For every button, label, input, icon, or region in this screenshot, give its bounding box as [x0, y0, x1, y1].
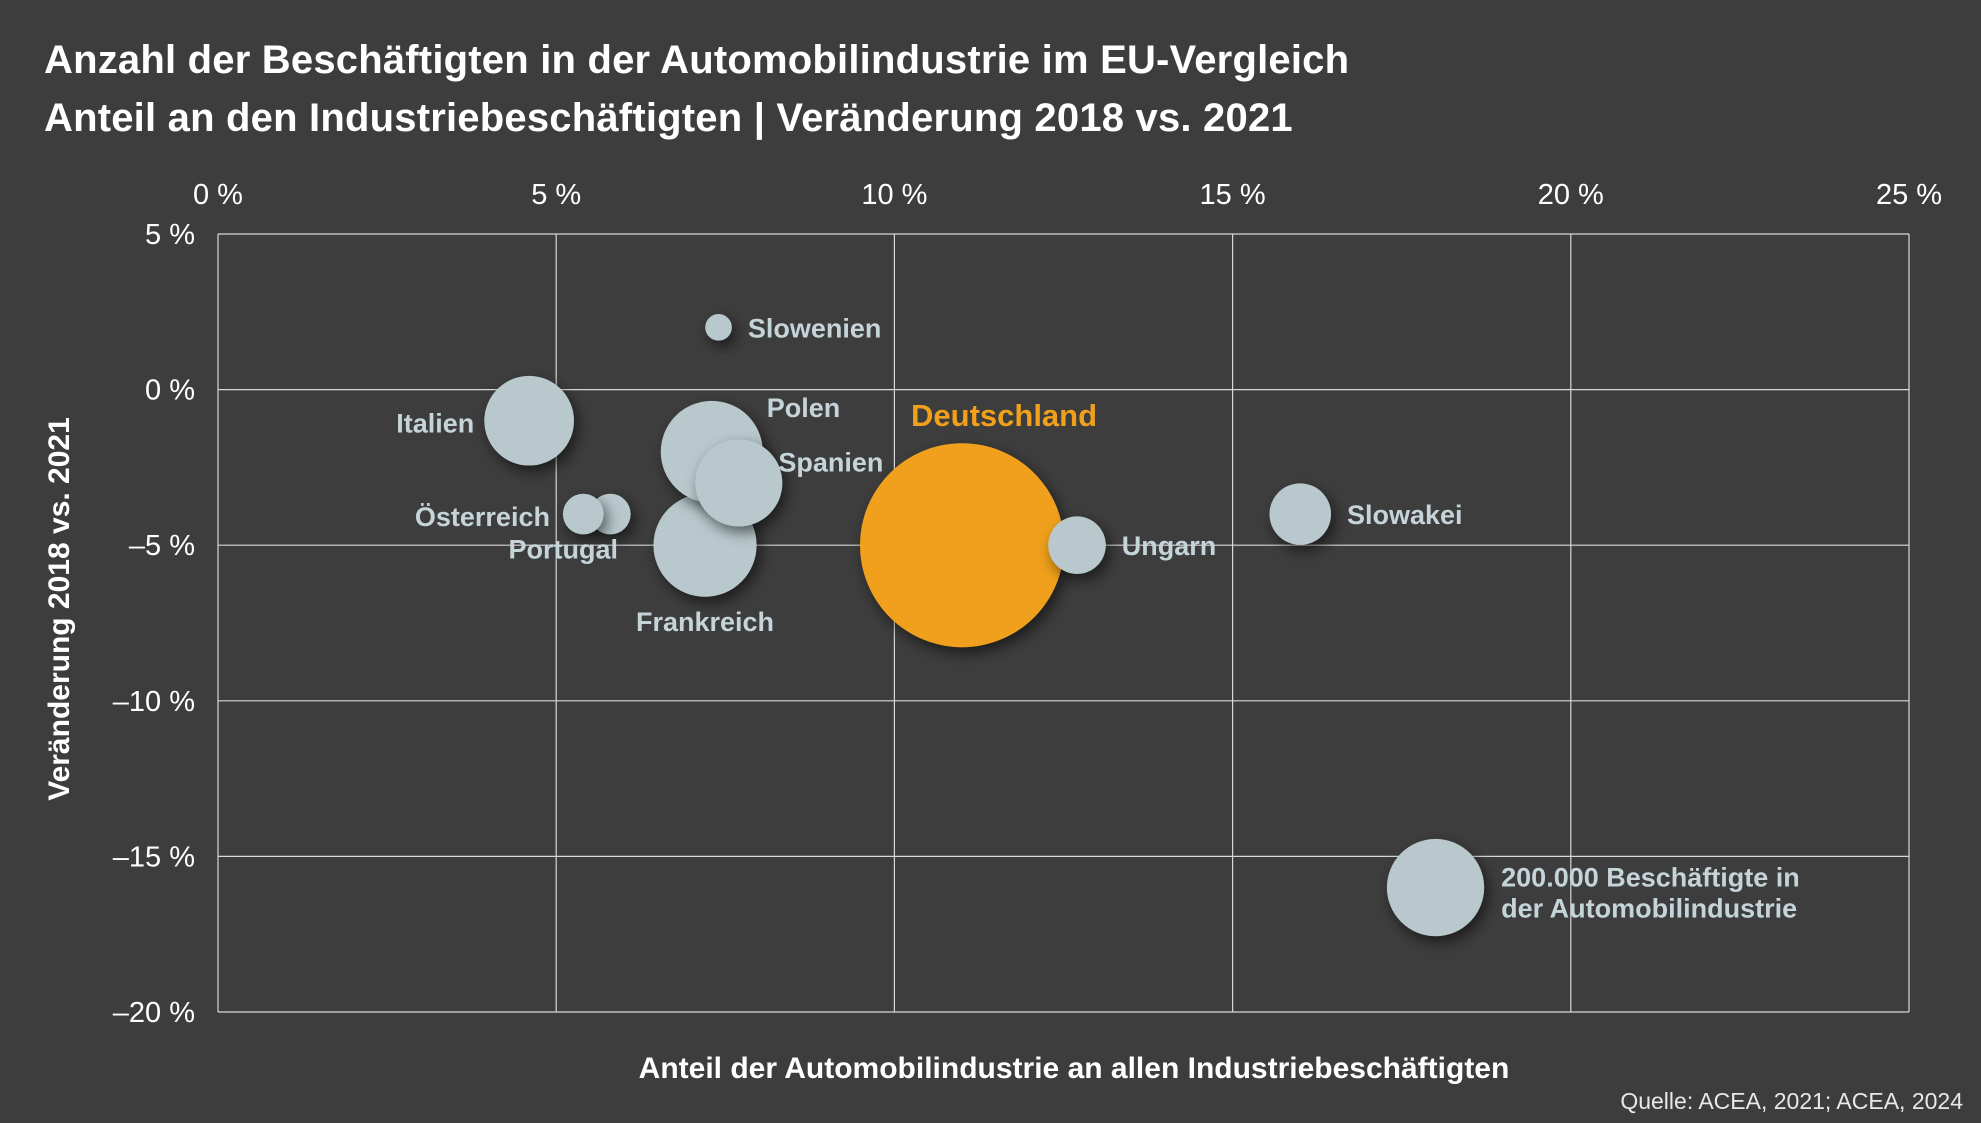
bubble-slowenien	[705, 314, 732, 341]
bubble-spanien	[695, 439, 783, 527]
label-italien: Italien	[396, 409, 474, 439]
x-tick-label: 20 %	[1538, 179, 1604, 211]
source-note: Quelle: ACEA, 2021; ACEA, 2024	[1620, 1088, 1963, 1114]
label-spanien: Spanien	[778, 447, 883, 477]
bubble-portugal	[562, 493, 604, 535]
x-tick-label: 5 %	[531, 179, 581, 211]
label-polen: Polen	[767, 393, 841, 423]
y-tick-label: –20 %	[113, 997, 195, 1029]
label-slowenien: Slowenien	[748, 313, 882, 343]
bubble-deutschland	[860, 443, 1065, 648]
size-legend-label-line2: der Automobilindustrie	[1501, 894, 1797, 924]
y-tick-label: –15 %	[113, 841, 195, 873]
axis-ticks: 0 % 5 % 10 % 15 % 20 % 25 % 5 % 0 % –5 % –10 % –15…	[113, 179, 1942, 1029]
x-tick-label: 0 %	[193, 179, 243, 211]
label-ungarn: Ungarn	[1122, 531, 1217, 561]
y-tick-label: –5 %	[129, 530, 195, 562]
bubble-slowakei	[1269, 483, 1331, 545]
size-legend-label-line1: 200.000 Beschäftigte in	[1501, 863, 1800, 893]
x-tick-label: 15 %	[1200, 179, 1266, 211]
y-tick-label: –10 %	[113, 686, 195, 718]
label-slowakei: Slowakei	[1347, 500, 1463, 530]
x-axis-title: Anteil der Automobilindustrie an allen I…	[639, 1052, 1510, 1085]
label-deutschland: Deutschland	[911, 398, 1097, 433]
label-frankreich: Frankreich	[636, 607, 774, 637]
chart-title: Anzahl der Beschäftigten in der Automobi…	[44, 38, 1350, 82]
bubble-ungarn	[1048, 516, 1106, 574]
size-legend-bubble	[1386, 838, 1485, 937]
y-axis-title: Veränderung 2018 vs. 2021	[43, 417, 76, 801]
x-tick-label: 10 %	[861, 179, 927, 211]
chart-subtitle: Anteil an den Industriebeschäftigten | V…	[44, 96, 1293, 140]
label-österreich: Österreich	[415, 502, 550, 532]
y-tick-label: 5 %	[145, 219, 195, 251]
bubble-labels: Slowenien Italien Polen Spanien ÖsterreichPo…	[396, 313, 1462, 636]
bubble-italien	[484, 375, 574, 466]
y-tick-label: 0 %	[145, 375, 195, 407]
bubbles	[484, 314, 1331, 648]
label-portugal: Portugal	[508, 534, 618, 564]
x-tick-label: 25 %	[1876, 179, 1942, 211]
